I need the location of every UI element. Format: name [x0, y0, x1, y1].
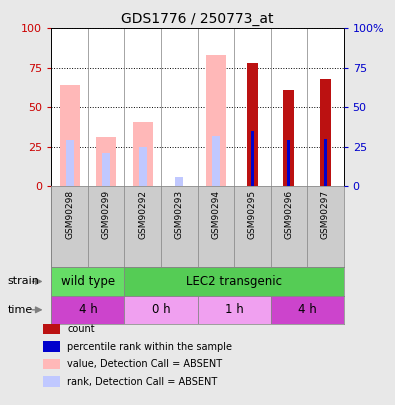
- Bar: [43, 377, 60, 387]
- Bar: [320, 79, 331, 186]
- Text: 0 h: 0 h: [152, 303, 170, 316]
- Text: strain: strain: [8, 277, 40, 286]
- Text: 1 h: 1 h: [225, 303, 243, 316]
- Title: GDS1776 / 250773_at: GDS1776 / 250773_at: [121, 12, 274, 26]
- Bar: [288, 141, 290, 186]
- Text: GSM90299: GSM90299: [102, 190, 111, 239]
- Bar: [124, 296, 198, 324]
- Text: LEC2 transgenic: LEC2 transgenic: [186, 275, 282, 288]
- Text: GSM90292: GSM90292: [138, 190, 147, 239]
- Bar: [247, 63, 258, 186]
- Text: count: count: [68, 324, 95, 334]
- Bar: [60, 85, 80, 186]
- Bar: [96, 137, 116, 186]
- Text: rank, Detection Call = ABSENT: rank, Detection Call = ABSENT: [68, 377, 218, 387]
- Bar: [124, 267, 344, 296]
- Bar: [43, 359, 60, 369]
- Bar: [102, 153, 110, 186]
- Text: value, Detection Call = ABSENT: value, Detection Call = ABSENT: [68, 359, 223, 369]
- Text: percentile rank within the sample: percentile rank within the sample: [68, 341, 233, 352]
- Bar: [198, 296, 271, 324]
- Text: GSM90296: GSM90296: [284, 190, 293, 239]
- Text: GSM90294: GSM90294: [211, 190, 220, 239]
- Bar: [175, 177, 183, 186]
- Bar: [139, 147, 147, 186]
- Text: GSM90297: GSM90297: [321, 190, 330, 239]
- Text: 4 h: 4 h: [298, 303, 316, 316]
- Text: GSM90295: GSM90295: [248, 190, 257, 239]
- Bar: [251, 131, 254, 186]
- Bar: [51, 267, 124, 296]
- Text: GSM90293: GSM90293: [175, 190, 184, 239]
- Text: GSM90298: GSM90298: [65, 190, 74, 239]
- Bar: [324, 139, 327, 186]
- Bar: [51, 296, 124, 324]
- Bar: [43, 324, 60, 334]
- Text: time: time: [8, 305, 33, 315]
- Bar: [212, 136, 220, 186]
- Bar: [206, 55, 226, 186]
- Bar: [133, 122, 153, 186]
- Bar: [66, 141, 73, 186]
- Bar: [271, 296, 344, 324]
- Bar: [283, 90, 294, 186]
- Text: 4 h: 4 h: [79, 303, 97, 316]
- Text: wild type: wild type: [61, 275, 115, 288]
- Bar: [43, 341, 60, 352]
